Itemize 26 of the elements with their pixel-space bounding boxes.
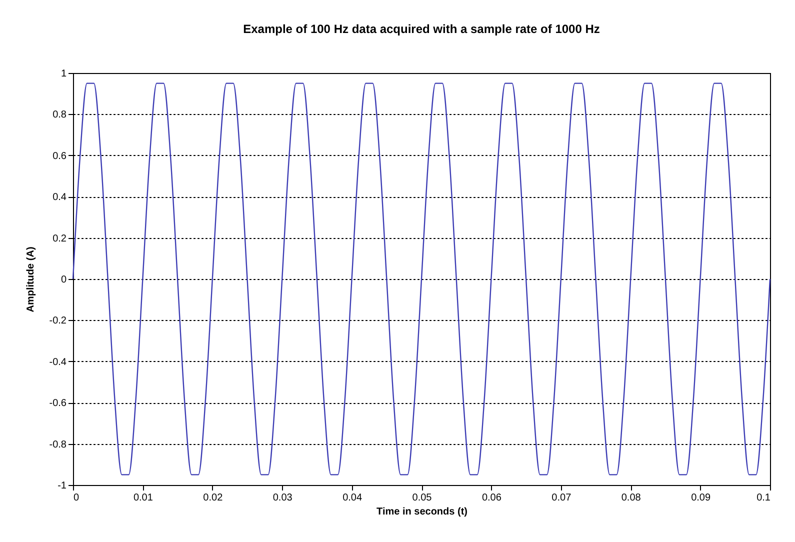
x-tick-label: 0.04 — [342, 492, 362, 504]
x-tick-label: 0.02 — [203, 492, 224, 504]
x-axis-title: Time in seconds (t) — [376, 506, 468, 518]
y-tick-label: -1 — [58, 480, 67, 492]
x-tick-label: 0.1 — [756, 492, 771, 504]
x-tick-label: 0.05 — [412, 492, 432, 504]
line-series — [72, 82, 771, 476]
y-tick-label: -0.4 — [49, 356, 67, 368]
y-tick-label: 0.8 — [52, 110, 67, 121]
y-tick-label: 0.4 — [52, 192, 67, 204]
y-axis-title: Amplitude (A) — [25, 246, 36, 312]
y-tick-label: 0.2 — [52, 233, 67, 244]
chart-title: Example of 100 Hz data acquired with a sample rate of 1000 Hz — [243, 22, 600, 36]
x-tick-label: 0 — [74, 492, 80, 504]
y-tick-label: -0.6 — [49, 398, 67, 410]
y-tick-label: 0 — [60, 274, 67, 286]
x-tick-label: 0.07 — [552, 492, 572, 504]
x-tick-label: 0.08 — [621, 492, 642, 504]
x-tick-label: 0.06 — [482, 492, 502, 504]
x-tick-label: 0.01 — [133, 492, 154, 504]
y-tick-label: 0.6 — [52, 150, 67, 162]
y-tick-label: -0.8 — [49, 439, 67, 450]
x-tick-label: 0.09 — [691, 492, 711, 504]
y-tick-label: -0.2 — [49, 316, 67, 327]
y-tick-label: 1 — [60, 68, 67, 80]
x-tick-label: 0.03 — [272, 492, 293, 504]
